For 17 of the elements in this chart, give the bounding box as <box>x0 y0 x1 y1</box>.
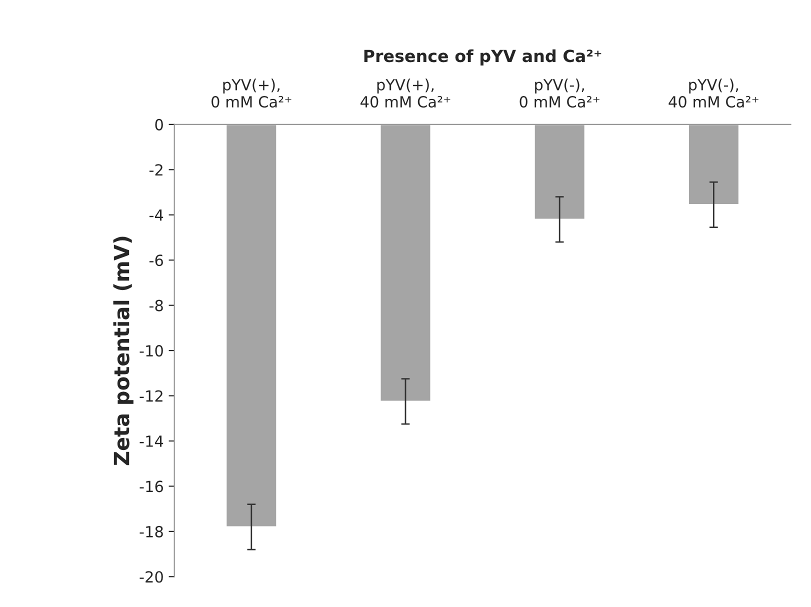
y-tick-label: -4 <box>149 210 164 221</box>
y-tick-label: -20 <box>140 571 163 583</box>
y-tick-label: -10 <box>140 345 163 357</box>
y-tick-label: -16 <box>140 480 163 492</box>
x-tick-label: pYV(+), 0 mM Ca²⁺ <box>212 78 292 108</box>
y-tick-label: -18 <box>140 526 163 538</box>
y-tick-label: -2 <box>149 164 162 176</box>
y-tick-label: -14 <box>140 436 164 447</box>
y-tick-label: -12 <box>140 390 162 402</box>
x-tick-label: pYV(-), 0 mM Ca²⁺ <box>520 78 600 108</box>
y-axis-title: Zeta potential (mV) <box>113 236 134 466</box>
y-tick-label: 0 <box>155 118 163 130</box>
x-tick-label: pYV(-), 40 mM Ca²⁺ <box>668 78 758 108</box>
x-tick-label: pYV(+), 40 mM Ca²⁺ <box>360 78 450 108</box>
y-tick-label: -8 <box>149 300 163 312</box>
y-tick-label: -6 <box>149 254 163 266</box>
x-axis-title: Presence of pYV and Ca²⁺ <box>364 49 602 66</box>
